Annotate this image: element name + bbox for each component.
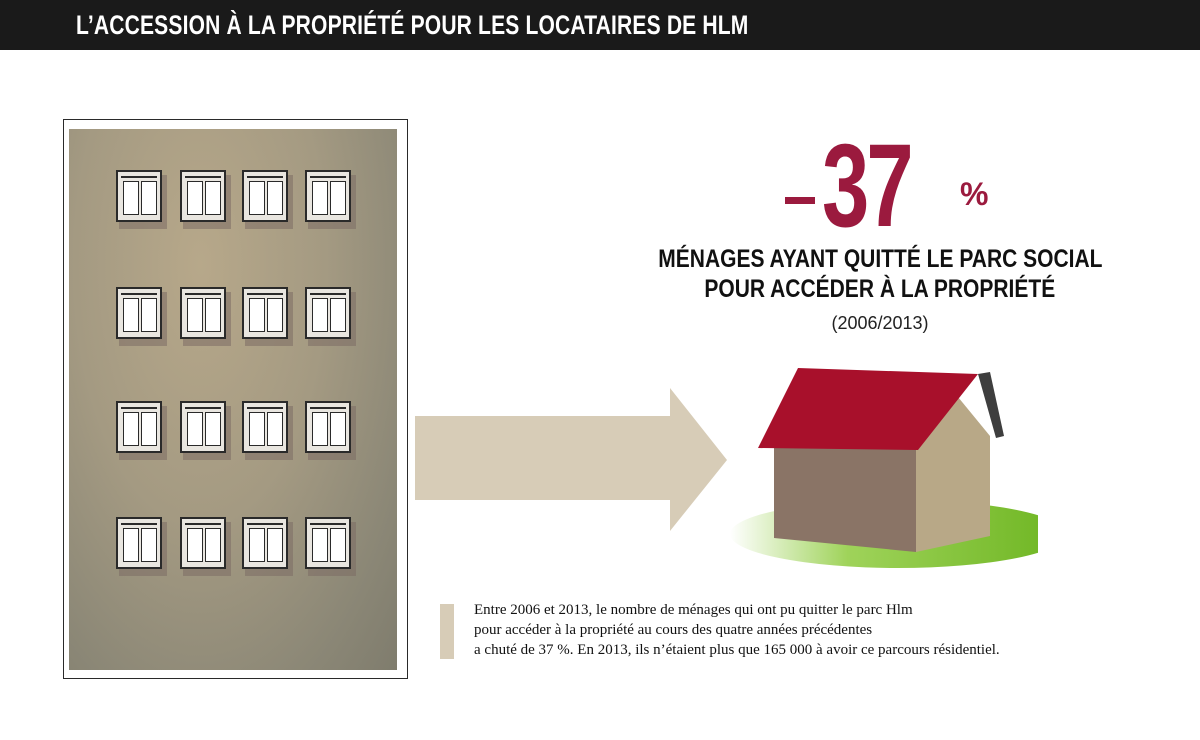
minus-sign [785,197,815,204]
roof-edge [978,372,1004,438]
note-line-1: Entre 2006 et 2013, le nombre de ménages… [474,602,913,618]
house-front-wall [774,445,916,552]
window [116,517,167,576]
title-banner: L’ACCESSION À LA PROPRIÉTÉ POUR LES LOCA… [0,0,1200,50]
window [305,401,356,460]
note-line-3: a chuté de 37 %. En 2013, ils n’étaient … [474,642,1000,658]
window [116,287,167,346]
window [180,170,231,229]
note-line-2: pour accéder à la propriété au cours des… [474,622,873,638]
window [116,170,167,229]
window [242,287,293,346]
building-facade [69,129,397,670]
window [116,401,167,460]
apartment-building-icon [63,119,408,679]
house-side-wall [916,397,990,552]
stat-unit: % [960,176,989,212]
window [180,401,231,460]
description-note: Entre 2006 et 2013, le nombre de ménages… [474,600,1174,660]
window [180,287,231,346]
stat-decrease: 37 % [780,120,1040,246]
right-arrow-icon [415,388,727,531]
stat-heading: MÉNAGES AYANT QUITTÉ LE PARC SOCIAL POUR… [560,244,1200,304]
roof [758,368,978,450]
stat-value: 37 [822,120,914,252]
window [305,287,356,346]
heading-line-2: POUR ACCÉDER À LA PROPRIÉTÉ [704,275,1056,303]
window [305,517,356,576]
window [305,170,356,229]
window [242,170,293,229]
heading-line-1: MÉNAGES AYANT QUITTÉ LE PARC SOCIAL [657,245,1103,273]
period-label: (2006/2013) [831,313,929,333]
page-title: L’ACCESSION À LA PROPRIÉTÉ POUR LES LOCA… [76,10,749,40]
window [180,517,231,576]
window [242,401,293,460]
window [242,517,293,576]
house-icon [730,368,1038,568]
note-marker [440,604,454,659]
